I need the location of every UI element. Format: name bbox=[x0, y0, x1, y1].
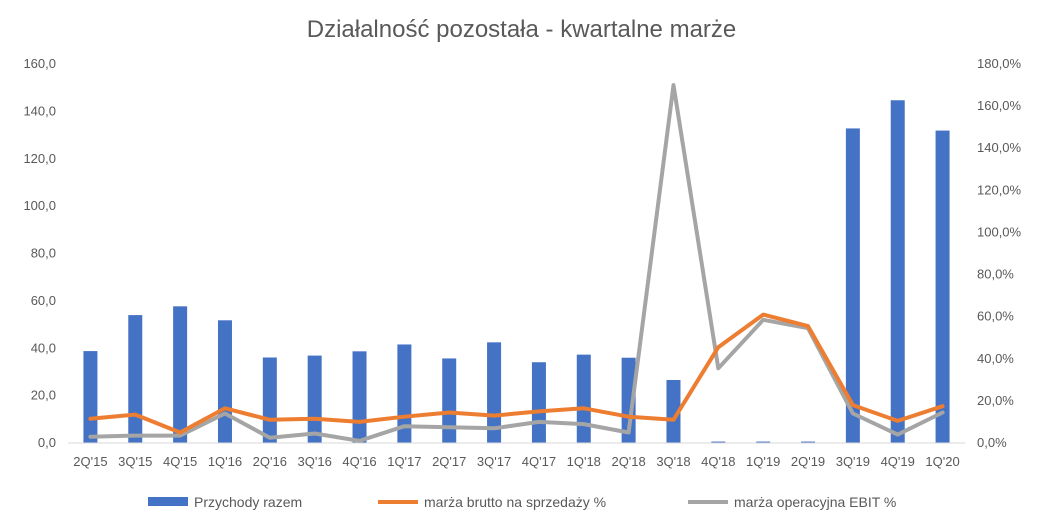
x-axis-tick-label: 3Q'19 bbox=[836, 454, 870, 469]
bar-przychody-razem bbox=[217, 320, 232, 443]
x-axis-tick-label: 1Q'18 bbox=[567, 454, 601, 469]
x-axis-tick-label: 2Q'16 bbox=[253, 454, 287, 469]
right-axis-tick-label: 60,0% bbox=[977, 309, 1014, 324]
right-axis-tick-label: 180,0% bbox=[977, 56, 1022, 71]
bar-przychody-razem bbox=[352, 351, 367, 443]
x-axis-tick-label: 1Q'19 bbox=[746, 454, 780, 469]
chart-title: Działalność pozostała - kwartalne marże bbox=[306, 16, 737, 43]
left-axis-tick-label: 0,0 bbox=[38, 435, 56, 450]
bar-przychody-razem bbox=[666, 379, 681, 443]
left-axis-tick-label: 140,0 bbox=[23, 103, 56, 118]
bar-przychody-razem bbox=[801, 441, 816, 443]
bar-przychody-razem bbox=[307, 355, 322, 443]
x-axis-tick-label: 4Q'17 bbox=[522, 454, 556, 469]
x-axis-tick-label: 1Q'20 bbox=[925, 454, 959, 469]
left-axis-tick-label: 80,0 bbox=[31, 246, 56, 261]
bar-przychody-razem bbox=[576, 354, 591, 443]
x-axis-tick-label: 3Q'16 bbox=[298, 454, 332, 469]
right-axis-tick-label: 140,0% bbox=[977, 140, 1022, 155]
legend-item-przychody: Przychody razem bbox=[194, 494, 302, 510]
x-axis-tick-label: 4Q'15 bbox=[163, 454, 197, 469]
line-marza-brutto bbox=[88, 312, 945, 435]
x-axis-tick-label: 2Q'15 bbox=[73, 454, 107, 469]
right-axis-tick-label: 160,0% bbox=[977, 98, 1022, 113]
line-marza-ebit bbox=[88, 83, 945, 443]
x-axis-tick-label: 4Q'18 bbox=[701, 454, 735, 469]
bar-przychody-razem bbox=[128, 315, 143, 443]
bar-przychody-razem bbox=[845, 128, 860, 443]
right-axis-tick-label: 20,0% bbox=[977, 393, 1014, 408]
left-axis-tick-label: 40,0 bbox=[31, 340, 56, 355]
right-axis-tick-label: 80,0% bbox=[977, 267, 1014, 282]
left-axis-tick-label: 20,0 bbox=[31, 388, 56, 403]
left-axis-tick-label: 120,0 bbox=[23, 151, 56, 166]
x-axis-tick-label: 2Q'18 bbox=[611, 454, 645, 469]
x-axis-tick-label: 4Q'16 bbox=[342, 454, 376, 469]
bar-przychody-razem bbox=[890, 100, 905, 443]
x-axis-tick-label: 3Q'18 bbox=[656, 454, 690, 469]
left-axis-tick-label: 160,0 bbox=[23, 56, 56, 71]
x-axis-tick-label: 2Q'19 bbox=[791, 454, 825, 469]
bar-przychody-razem bbox=[756, 441, 771, 443]
bar-przychody-razem bbox=[173, 306, 188, 443]
bar-przychody-razem bbox=[531, 362, 546, 443]
x-axis-tick-label: 1Q'17 bbox=[387, 454, 421, 469]
bar-przychody-razem bbox=[442, 358, 457, 443]
x-axis-tick-label: 1Q'16 bbox=[208, 454, 242, 469]
x-axis-tick-label: 3Q'17 bbox=[477, 454, 511, 469]
bar-przychody-razem bbox=[83, 351, 98, 443]
left-axis-tick-label: 100,0 bbox=[23, 198, 56, 213]
bar-przychody-razem bbox=[487, 342, 502, 443]
legend-item-marza-brutto: marża brutto na sprzedaży % bbox=[424, 494, 606, 510]
legend-item-marza-ebit: marża operacyjna EBIT % bbox=[734, 494, 896, 510]
bar-przychody-razem bbox=[711, 441, 726, 443]
bar-przychody-razem bbox=[262, 357, 277, 443]
left-axis-tick-label: 60,0 bbox=[31, 293, 56, 308]
bar-przychody-razem bbox=[935, 130, 950, 443]
x-axis-tick-label: 4Q'19 bbox=[881, 454, 915, 469]
x-axis-tick-label: 3Q'15 bbox=[118, 454, 152, 469]
legend-swatch bbox=[148, 497, 188, 506]
x-axis-tick-label: 2Q'17 bbox=[432, 454, 466, 469]
right-axis-tick-label: 100,0% bbox=[977, 224, 1022, 239]
right-axis-tick-label: 0,0% bbox=[977, 435, 1007, 450]
right-axis-tick-label: 120,0% bbox=[977, 182, 1022, 197]
bar-przychody-razem bbox=[621, 357, 636, 443]
right-axis-tick-label: 40,0% bbox=[977, 351, 1014, 366]
